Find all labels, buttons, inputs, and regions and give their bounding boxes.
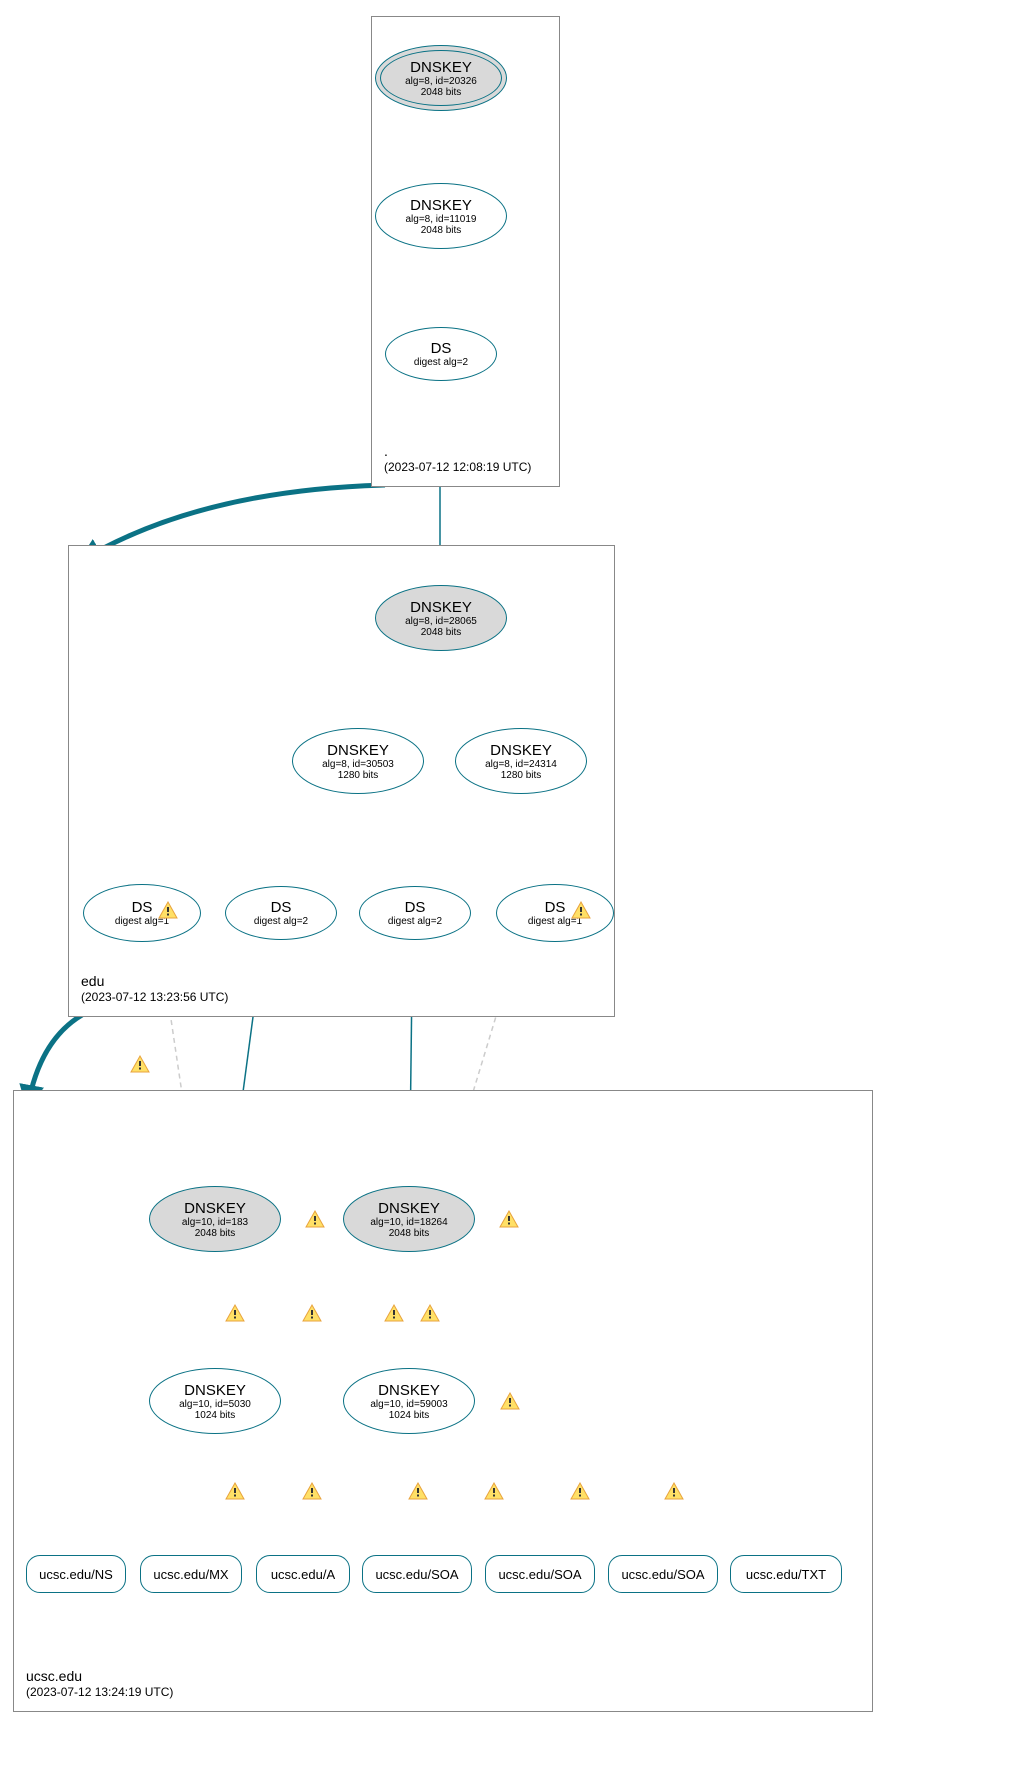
node-u_k1: DNSKEYalg=10, id=1832048 bits xyxy=(149,1186,281,1252)
node-edu_ds1-title: DS xyxy=(132,899,153,916)
node-edu_k1-line2: 2048 bits xyxy=(421,627,462,638)
warning-icon xyxy=(302,1482,322,1500)
node-root_ds-title: DS xyxy=(431,340,452,357)
warning-icon xyxy=(225,1482,245,1500)
node-u_k3: DNSKEYalg=10, id=50301024 bits xyxy=(149,1368,281,1434)
node-edu_k1-title: DNSKEY xyxy=(410,599,472,616)
node-edu_ds2: DSdigest alg=2 xyxy=(225,886,337,940)
node-edu_k3-line1: alg=8, id=24314 xyxy=(485,759,557,770)
node-edu_ds3-title: DS xyxy=(405,899,426,916)
node-edu_ds1: DSdigest alg=1 xyxy=(83,884,201,942)
warning-icon xyxy=(305,1210,325,1228)
node-root_ds: DSdigest alg=2 xyxy=(385,327,497,381)
node-u_k1-title: DNSKEY xyxy=(184,1200,246,1217)
warning-icon xyxy=(158,901,178,919)
node-u_k4-line1: alg=10, id=59003 xyxy=(370,1399,447,1410)
record-r7: ucsc.edu/TXT xyxy=(730,1555,842,1593)
node-u_k1-line2: 2048 bits xyxy=(195,1228,236,1239)
node-u_k4: DNSKEYalg=10, id=590031024 bits xyxy=(343,1368,475,1434)
zone-ucsc-name: ucsc.edu xyxy=(26,1667,173,1685)
warning-icon xyxy=(484,1482,504,1500)
zone-root-label: . (2023-07-12 12:08:19 UTC) xyxy=(384,442,531,476)
record-r3: ucsc.edu/A xyxy=(256,1555,350,1593)
node-edu_ds2-title: DS xyxy=(271,899,292,916)
node-u_k3-line1: alg=10, id=5030 xyxy=(179,1399,251,1410)
zone-edu-name: edu xyxy=(81,972,228,990)
warning-icon xyxy=(302,1304,322,1322)
node-edu_k3-line2: 1280 bits xyxy=(501,770,542,781)
node-u_k3-title: DNSKEY xyxy=(184,1382,246,1399)
zone-edu-label: edu (2023-07-12 13:23:56 UTC) xyxy=(81,972,228,1006)
node-edu_ds2-line1: digest alg=2 xyxy=(254,916,308,927)
warning-icon xyxy=(499,1210,519,1228)
node-root_k1: DNSKEYalg=8, id=203262048 bits xyxy=(375,45,507,111)
node-root_k1-line2: 2048 bits xyxy=(421,87,462,98)
warning-icon xyxy=(408,1482,428,1500)
node-u_k2-line2: 2048 bits xyxy=(389,1228,430,1239)
node-u_k4-line2: 1024 bits xyxy=(389,1410,430,1421)
zone-root-name: . xyxy=(384,442,531,460)
node-edu_k3-title: DNSKEY xyxy=(490,742,552,759)
zone-edu-timestamp: (2023-07-12 13:23:56 UTC) xyxy=(81,990,228,1006)
node-edu_k2-line2: 1280 bits xyxy=(338,770,379,781)
warning-icon xyxy=(420,1304,440,1322)
node-u_k2: DNSKEYalg=10, id=182642048 bits xyxy=(343,1186,475,1252)
node-edu_k1: DNSKEYalg=8, id=280652048 bits xyxy=(375,585,507,651)
record-r4: ucsc.edu/SOA xyxy=(362,1555,472,1593)
node-edu_ds4: DSdigest alg=1 xyxy=(496,884,614,942)
node-root_k2: DNSKEYalg=8, id=110192048 bits xyxy=(375,183,507,249)
warning-icon xyxy=(664,1482,684,1500)
node-root_k1-line1: alg=8, id=20326 xyxy=(405,76,477,87)
node-edu_ds3: DSdigest alg=2 xyxy=(359,886,471,940)
node-edu_k2: DNSKEYalg=8, id=305031280 bits xyxy=(292,728,424,794)
node-edu_ds4-title: DS xyxy=(545,899,566,916)
node-edu_k3: DNSKEYalg=8, id=243141280 bits xyxy=(455,728,587,794)
node-u_k2-title: DNSKEY xyxy=(378,1200,440,1217)
node-edu_k2-line1: alg=8, id=30503 xyxy=(322,759,394,770)
node-edu_k1-line1: alg=8, id=28065 xyxy=(405,616,477,627)
node-edu_k2-title: DNSKEY xyxy=(327,742,389,759)
record-r1: ucsc.edu/NS xyxy=(26,1555,126,1593)
zone-ucsc-timestamp: (2023-07-12 13:24:19 UTC) xyxy=(26,1685,173,1701)
node-root_k2-line2: 2048 bits xyxy=(421,225,462,236)
warning-icon xyxy=(384,1304,404,1322)
warning-icon xyxy=(571,901,591,919)
record-r2: ucsc.edu/MX xyxy=(140,1555,242,1593)
node-root_k2-line1: alg=8, id=11019 xyxy=(406,214,477,225)
record-r5: ucsc.edu/SOA xyxy=(485,1555,595,1593)
node-root_ds-line1: digest alg=2 xyxy=(414,357,468,368)
node-u_k2-line1: alg=10, id=18264 xyxy=(370,1217,447,1228)
node-u_k4-title: DNSKEY xyxy=(378,1382,440,1399)
node-root_k2-title: DNSKEY xyxy=(410,197,472,214)
node-root_k1-title: DNSKEY xyxy=(410,59,472,76)
zone-root-timestamp: (2023-07-12 12:08:19 UTC) xyxy=(384,460,531,476)
warning-icon xyxy=(225,1304,245,1322)
warning-icon xyxy=(570,1482,590,1500)
warning-icon xyxy=(130,1055,150,1073)
zone-ucsc-label: ucsc.edu (2023-07-12 13:24:19 UTC) xyxy=(26,1667,173,1701)
node-u_k1-line1: alg=10, id=183 xyxy=(182,1217,248,1228)
record-r6: ucsc.edu/SOA xyxy=(608,1555,718,1593)
node-u_k3-line2: 1024 bits xyxy=(195,1410,236,1421)
node-edu_ds3-line1: digest alg=2 xyxy=(388,916,442,927)
warning-icon xyxy=(500,1392,520,1410)
